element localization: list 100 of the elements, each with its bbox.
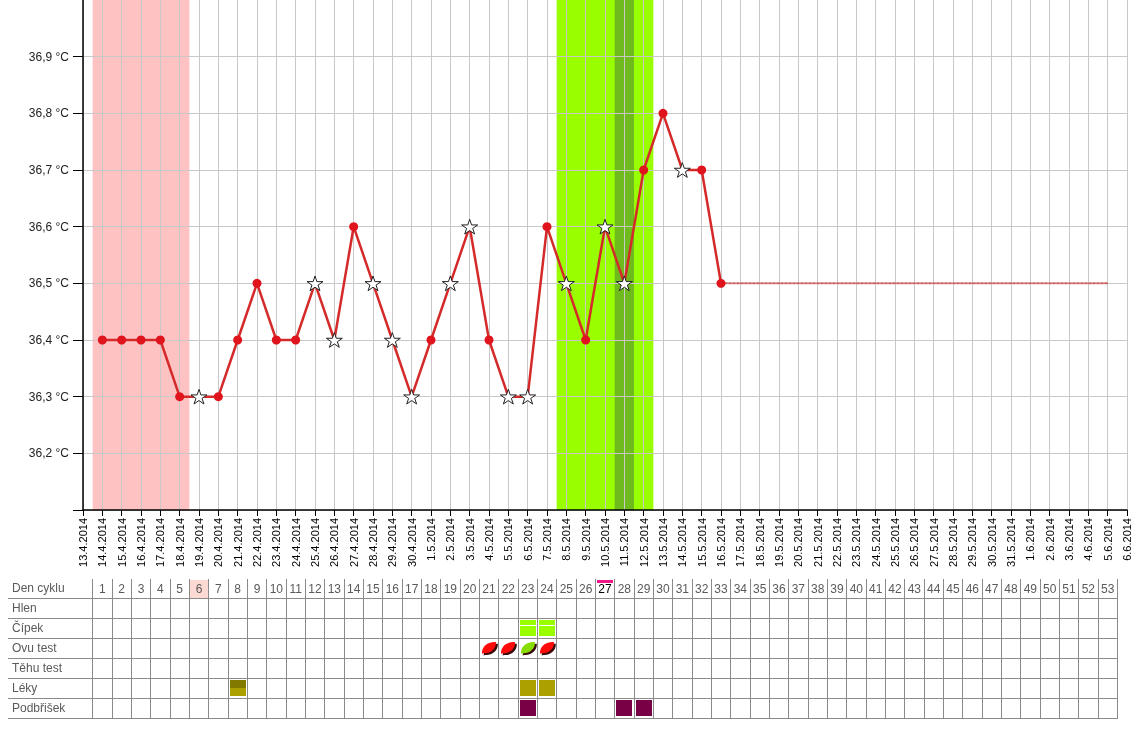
x-tick-label: 25.5.2014 — [889, 518, 901, 567]
x-tick-label: 11.5.2014 — [618, 518, 631, 567]
x2-tick-label: 40 — [849, 582, 864, 596]
x-tick-label: 9.5.2014 — [579, 518, 592, 561]
point — [306, 275, 324, 292]
y-tick-label: 36,5 °C — [28, 276, 70, 291]
point — [697, 165, 707, 175]
x-tick-label: 16.4.2014 — [135, 518, 147, 567]
x-tick-label: 13.5.2014 — [657, 518, 669, 567]
x-tick-label: 22.5.2014 — [831, 518, 843, 567]
x2-tick-label: 27 — [598, 582, 612, 596]
x2-tick-label: 50 — [1042, 582, 1057, 596]
x2-tick-label: 52 — [1081, 582, 1096, 596]
x2-tick-label: 11 — [289, 582, 303, 596]
point — [190, 388, 208, 405]
point — [639, 165, 649, 175]
x-tick-label: 12.5.2014 — [637, 518, 650, 567]
x2-tick-label: 17 — [404, 582, 419, 596]
x-tick-label: 23.4.2014 — [270, 518, 283, 567]
point — [615, 275, 633, 292]
point — [349, 222, 359, 232]
x-tick-label: 17.4.2014 — [154, 518, 167, 567]
x2-tick-label: 26 — [578, 582, 593, 596]
x2-tick-label: 45 — [946, 582, 960, 596]
x2-tick-label: 35 — [752, 582, 767, 596]
x-tick-label: 26.5.2014 — [908, 518, 921, 567]
point — [542, 222, 552, 232]
category-label: Ovu test — [12, 641, 57, 655]
point — [175, 392, 185, 402]
x-tick-label: 4.6.2014 — [1082, 518, 1095, 561]
x-tick-label: 29.4.2014 — [386, 518, 399, 567]
x2-tick-label: 4 — [156, 582, 164, 596]
category-label: Léky — [12, 681, 38, 695]
x2-tick-label: 23 — [520, 582, 535, 596]
x2-tick-label: 47 — [984, 582, 999, 596]
x-tick-label: 3.6.2014 — [1063, 518, 1075, 561]
x-tick-label: 20.5.2014 — [792, 518, 805, 567]
x-tick-label: 2.6.2014 — [1043, 518, 1056, 561]
y-tick-label: 36,9 °C — [28, 49, 70, 64]
point — [252, 278, 262, 288]
x2-tick-label: 43 — [907, 582, 922, 596]
y-tick-label: 36,2 °C — [28, 446, 70, 461]
x2-tick-label: 33 — [714, 582, 728, 596]
x2-tick-label: 42 — [888, 582, 902, 596]
y-tick-label: 36,4 °C — [28, 333, 70, 347]
x-tick-label: 4.5.2014 — [483, 518, 495, 561]
x2-tick-label: 37 — [791, 582, 806, 596]
point — [484, 335, 494, 345]
x2-tick-label: 41 — [868, 582, 883, 596]
point — [499, 388, 517, 405]
x-tick-label: 27.4.2014 — [347, 518, 360, 567]
x-tick-label: 6.6.2014 — [1121, 518, 1133, 561]
point — [596, 218, 614, 235]
x-tick-label: 3.5.2014 — [463, 518, 476, 561]
x-tick-label: 20.4.2014 — [212, 518, 225, 567]
x2-tick-label: 24 — [540, 582, 554, 596]
category-label: Podbřišek — [12, 701, 66, 715]
x2-tick-label: 14 — [346, 582, 361, 596]
point — [557, 275, 575, 292]
y-tick-label: 36,3 °C — [28, 389, 70, 404]
point — [716, 278, 726, 288]
x-tick-label: 10.5.2014 — [599, 518, 611, 567]
y-tick-label: 36,7 °C — [28, 163, 70, 177]
x2-tick-label: 1 — [98, 582, 106, 596]
x-tick-label: 8.5.2014 — [560, 518, 573, 561]
point — [673, 162, 691, 178]
x-tick-label: 29.5.2014 — [966, 518, 979, 567]
x-tick-label: 24.4.2014 — [289, 518, 302, 567]
point — [441, 275, 459, 292]
x2-tick-label: 30 — [656, 582, 670, 596]
x2-tick-label: 46 — [965, 582, 980, 596]
x-tick-label: 23.5.2014 — [850, 518, 863, 567]
x-tick-label: 31.5.2014 — [1005, 518, 1017, 567]
point — [117, 335, 127, 345]
x2-tick-label: 49 — [1023, 582, 1038, 596]
point — [403, 388, 421, 405]
x-tick-label: 22.4.2014 — [251, 518, 263, 567]
point — [136, 335, 146, 345]
x-tick-label: 17.5.2014 — [734, 518, 747, 567]
x2-tick-label: 31 — [675, 582, 690, 596]
category-label: Hlen — [12, 601, 37, 615]
x-tick-label: 1.5.2014 — [425, 518, 437, 561]
x-tick-label: 15.5.2014 — [695, 518, 708, 567]
x2-tick-label: 34 — [733, 582, 748, 596]
x2-tick-label: 32 — [694, 582, 709, 596]
x2-tick-label: 7 — [214, 582, 222, 596]
point — [581, 335, 591, 345]
x2-tick-label: 36 — [772, 582, 786, 596]
x-tick-label: 18.4.2014 — [173, 518, 186, 567]
x-tick-label: 24.5.2014 — [869, 518, 882, 567]
x2-tick-label: 15 — [366, 582, 380, 596]
x-tick-label: 5.6.2014 — [1101, 518, 1114, 561]
x2-tick-label: 29 — [636, 582, 651, 596]
point — [461, 218, 479, 235]
x-tick-label: 18.5.2014 — [753, 518, 766, 567]
x-tick-label: 19.4.2014 — [193, 518, 205, 567]
x2-tick-label: 39 — [830, 582, 844, 596]
x2-tick-label: 18 — [424, 582, 438, 596]
point — [364, 275, 382, 292]
point — [213, 392, 223, 402]
